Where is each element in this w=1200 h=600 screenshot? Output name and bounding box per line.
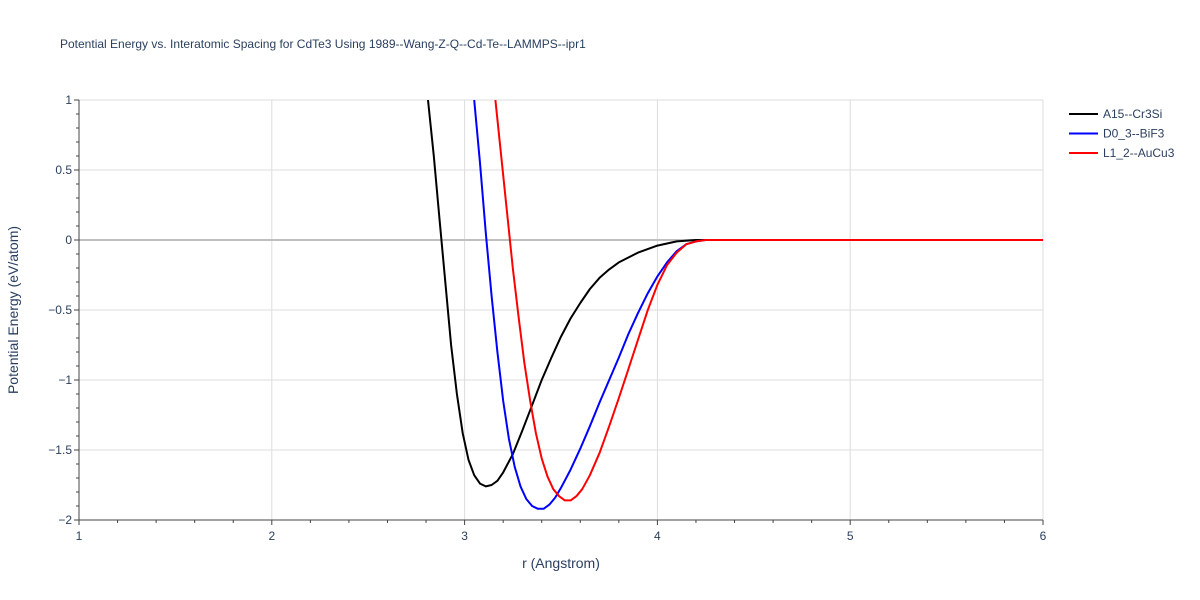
y-tick-label: −2 [58, 513, 72, 527]
x-tick-label: 4 [654, 529, 661, 543]
x-tick-label: 2 [268, 529, 275, 543]
legend-label: A15--Cr3Si [1103, 107, 1162, 121]
series-line[interactable] [494, 100, 1043, 502]
x-tick-label: 6 [1040, 529, 1047, 543]
y-tick-label: −1.5 [48, 443, 72, 457]
series-layer [427, 100, 1043, 510]
legend-item[interactable]: D0_3--BiF3 [1069, 127, 1165, 141]
chart-title: Potential Energy vs. Interatomic Spacing… [60, 37, 586, 51]
legend-label: D0_3--BiF3 [1103, 127, 1165, 141]
y-tick-label: −1 [58, 373, 72, 387]
series-line[interactable] [473, 100, 1043, 510]
legend-item[interactable]: A15--Cr3Si [1069, 107, 1162, 121]
x-tick-label: 1 [76, 529, 83, 543]
y-tick-label: −0.5 [48, 303, 72, 317]
y-tick-label: 1 [65, 93, 72, 107]
tick-label-layer: 1 2 3 4 5 6 1 0.5 0 −0.5 −1 −1.5 −2 [48, 93, 1046, 543]
y-axis-title: Potential Energy (eV/atom) [5, 226, 21, 394]
legend-item[interactable]: L1_2--AuCu3 [1069, 146, 1175, 160]
axis-layer [74, 99, 1044, 525]
series-line[interactable] [427, 100, 1043, 488]
legend[interactable]: A15--Cr3Si D0_3--BiF3 L1_2--AuCu3 [1069, 107, 1175, 160]
grid-layer [79, 99, 1044, 521]
x-tick-label: 3 [461, 529, 468, 543]
x-tick-label: 5 [847, 529, 854, 543]
y-tick-label: 0 [65, 233, 72, 247]
y-tick-label: 0.5 [55, 163, 72, 177]
x-axis-title: r (Angstrom) [522, 555, 600, 571]
legend-label: L1_2--AuCu3 [1103, 146, 1175, 160]
